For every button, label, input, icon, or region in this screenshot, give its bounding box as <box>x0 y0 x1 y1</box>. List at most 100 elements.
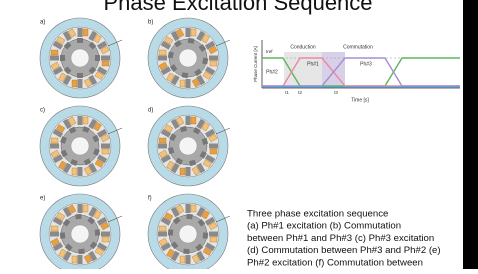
stator-tooth <box>52 216 64 226</box>
stator-tooth <box>52 66 64 76</box>
coil <box>175 204 185 214</box>
coil <box>93 210 102 220</box>
slide-title: Phase Excitation Sequence <box>103 0 372 15</box>
diagram-label: e) <box>40 196 45 202</box>
stator-tooth <box>62 118 72 130</box>
coil <box>67 204 77 214</box>
rotor-pole <box>201 137 209 146</box>
rotor-pole <box>170 241 179 250</box>
stator-tooth <box>52 154 64 164</box>
stator-tooth <box>50 231 59 237</box>
coil <box>179 79 186 88</box>
x-axis-label: Time [s] <box>351 97 369 103</box>
coil <box>82 204 89 213</box>
shaft <box>70 48 90 68</box>
stator-tooth <box>88 74 98 86</box>
rotor-pole <box>82 126 90 133</box>
stator-tooth <box>96 154 108 164</box>
rotor-pole <box>179 125 188 133</box>
stator-tooth <box>170 118 180 130</box>
flux-arrow <box>107 39 123 47</box>
coil <box>71 79 78 88</box>
coil <box>50 137 59 144</box>
time-label: t1 <box>285 90 289 95</box>
phase-label: Ph#3 <box>360 61 372 67</box>
time-label: t2 <box>298 90 302 95</box>
coil <box>158 49 167 56</box>
rotor-pole <box>63 66 72 75</box>
stator-tooth <box>196 206 206 218</box>
coil <box>158 61 168 71</box>
stator-tooth <box>77 204 83 213</box>
y-axis-label: Phase Current [A] <box>253 46 258 82</box>
stator-tooth <box>160 154 172 164</box>
rotor-pole <box>167 229 174 236</box>
coil <box>208 45 218 55</box>
coil <box>208 133 218 143</box>
coil <box>100 221 110 231</box>
stator-tooth <box>96 128 108 138</box>
stator-tooth <box>160 40 172 50</box>
rotor-pole <box>195 243 204 252</box>
rotor-pole <box>60 55 65 61</box>
stator-tooth <box>185 167 191 176</box>
motor-diagram: d) <box>147 105 231 187</box>
coil <box>202 159 212 168</box>
stator-tooth <box>52 40 64 50</box>
coil <box>190 204 197 213</box>
coil <box>201 34 210 44</box>
rotor-pole <box>83 158 92 166</box>
rotor-pole <box>60 149 68 158</box>
stator-tooth <box>209 55 218 61</box>
stator-tooth <box>160 216 172 226</box>
timing-graph: Phase Current [A] Time [s] Iref Conducti… <box>253 40 460 103</box>
stator-tooth <box>77 28 83 37</box>
stator-tooth <box>204 242 216 252</box>
stator-tooth <box>96 66 108 76</box>
diagram-label: b) <box>148 20 153 26</box>
stator-tooth <box>52 242 64 252</box>
caption-line: Three phase excitation sequence <box>247 209 388 220</box>
coil <box>58 160 67 170</box>
coil <box>202 247 212 256</box>
stator-tooth <box>204 66 216 76</box>
flux-arrow <box>215 39 231 47</box>
coil <box>83 254 93 264</box>
diagram-label: c) <box>40 108 45 114</box>
rotor-pole <box>172 216 181 225</box>
flux-arrow <box>215 127 231 135</box>
coil <box>93 122 102 132</box>
coil <box>166 248 175 258</box>
shaft <box>70 136 90 156</box>
coil <box>101 236 110 243</box>
stator-tooth <box>160 128 172 138</box>
coil <box>191 254 201 264</box>
stator-tooth <box>50 143 59 149</box>
phase3-current <box>262 57 460 87</box>
stator-tooth <box>96 40 108 50</box>
rotor-pole <box>78 248 85 255</box>
coil <box>50 149 60 159</box>
coil <box>158 137 167 144</box>
rotor-pole <box>88 41 97 50</box>
stator-tooth <box>88 250 98 262</box>
stator-tooth <box>77 167 83 176</box>
stator-tooth <box>101 143 110 149</box>
coil <box>82 28 89 37</box>
flux-arrow <box>107 215 123 223</box>
caption-line: (a) Ph#1 excitation (b) Commutation <box>247 221 401 232</box>
coil <box>94 159 104 168</box>
stator-tooth <box>158 231 167 237</box>
stator-tooth <box>160 66 172 76</box>
coil <box>191 78 201 88</box>
stator-tooth <box>62 250 72 262</box>
rotor-pole <box>89 241 98 250</box>
diagram-label: d) <box>148 108 153 114</box>
motor-diagram: b) <box>147 17 231 99</box>
coil <box>82 116 89 125</box>
rotor-pole <box>64 243 73 252</box>
coil <box>58 248 67 258</box>
rotor-pole <box>95 55 100 61</box>
stator-tooth <box>96 216 108 226</box>
